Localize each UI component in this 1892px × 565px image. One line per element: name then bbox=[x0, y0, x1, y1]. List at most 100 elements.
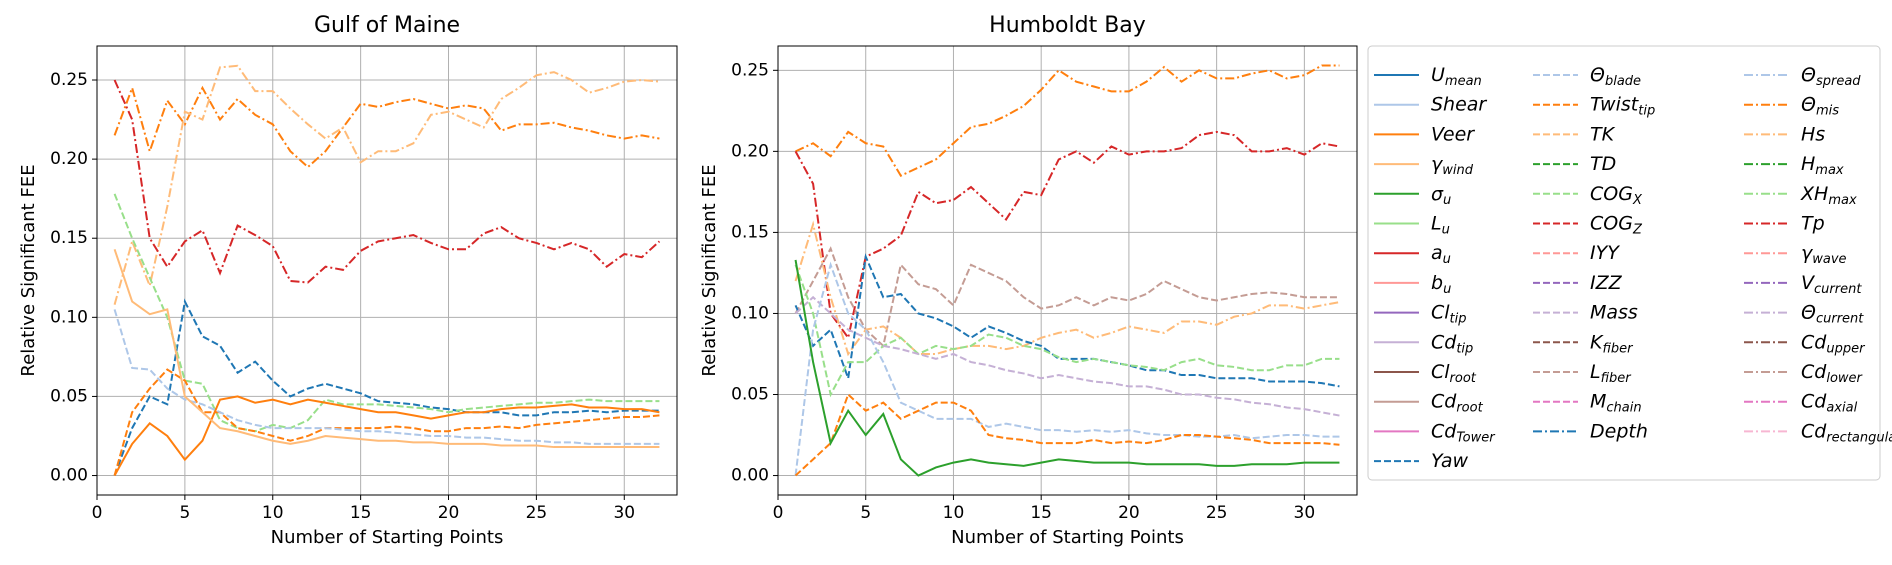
legend-label-main: Θ bbox=[1801, 64, 1816, 86]
x-tick-label: 10 bbox=[943, 503, 965, 523]
legend-label-main: Θ bbox=[1801, 93, 1816, 115]
legend-label: Cdtip bbox=[1431, 331, 1473, 356]
legend-label-main: H bbox=[1801, 153, 1815, 175]
legend-label-main: b bbox=[1431, 271, 1443, 293]
legend-label: XHmax bbox=[1800, 182, 1857, 207]
legend-label-main: Cd bbox=[1431, 331, 1457, 353]
x-axis-label: Number of Starting Points bbox=[951, 527, 1184, 548]
legend-label: Lfiber bbox=[1590, 361, 1632, 386]
legend-label-main: Depth bbox=[1590, 420, 1648, 442]
legend-label: Kfiber bbox=[1590, 331, 1634, 356]
legend-label-main: TD bbox=[1590, 153, 1616, 175]
x-tick-label: 10 bbox=[262, 503, 284, 523]
legend-label: Hs bbox=[1801, 123, 1825, 145]
legend-label-main: L bbox=[1590, 361, 1601, 383]
legend-label: TD bbox=[1590, 153, 1616, 175]
legend-label-sub: upper bbox=[1826, 341, 1866, 356]
chart-title: Gulf of Maine bbox=[314, 13, 460, 38]
legend-label: σu bbox=[1431, 182, 1451, 207]
legend-label-main: IYY bbox=[1590, 242, 1620, 264]
y-tick-label: 0.15 bbox=[731, 222, 769, 242]
series-line bbox=[794, 246, 1340, 348]
legend-label: IZZ bbox=[1590, 271, 1623, 293]
y-tick-label: 0.05 bbox=[50, 386, 88, 406]
legend-label-main: Shear bbox=[1431, 93, 1487, 115]
series-line bbox=[113, 84, 660, 169]
legend-label-sub: current bbox=[1816, 311, 1864, 326]
series-line bbox=[113, 298, 660, 476]
legend-label-main: Cd bbox=[1801, 331, 1827, 353]
y-tick-label: 0.00 bbox=[731, 466, 769, 486]
x-tick-label: 0 bbox=[773, 503, 784, 523]
legend-label-sub: blade bbox=[1605, 74, 1641, 89]
legend-label: Hmax bbox=[1801, 153, 1844, 178]
legend-label-sub: u bbox=[1442, 222, 1450, 237]
legend-label-main: L bbox=[1431, 212, 1442, 234]
legend-label-main: Cl bbox=[1431, 361, 1450, 383]
series-line bbox=[113, 79, 661, 284]
legend-label: γwind bbox=[1431, 153, 1474, 178]
legend-label-main: Yaw bbox=[1431, 450, 1469, 472]
legend-label-sub: chain bbox=[1606, 400, 1641, 415]
legend-label-main: Θ bbox=[1801, 301, 1816, 323]
x-tick-label: 5 bbox=[860, 503, 871, 523]
legend-label: Veer bbox=[1431, 123, 1475, 145]
series-line bbox=[794, 295, 1340, 417]
series-line bbox=[794, 259, 1340, 477]
chart-title: Humboldt Bay bbox=[989, 13, 1146, 38]
legend-label: Θblade bbox=[1590, 64, 1641, 89]
legend-label-sub: X bbox=[1632, 192, 1643, 207]
legend-label-main: a bbox=[1431, 242, 1443, 264]
legend-label: Θmis bbox=[1801, 93, 1839, 118]
legend-label-sub: max bbox=[1828, 192, 1857, 207]
y-tick-label: 0.20 bbox=[50, 149, 88, 169]
legend-label: CdTower bbox=[1431, 420, 1496, 445]
y-axis-label: Relative Significant FEE bbox=[699, 164, 720, 376]
legend-label-sub: fiber bbox=[1601, 371, 1633, 386]
series-line bbox=[795, 64, 1340, 177]
legend-label-sub: mean bbox=[1445, 74, 1482, 89]
legend-label-main: γ bbox=[1431, 153, 1444, 175]
legend-label: Mchain bbox=[1590, 390, 1642, 415]
y-tick-label: 0.15 bbox=[50, 228, 88, 248]
legend-label-sub: Z bbox=[1632, 222, 1643, 237]
legend-label-sub: tip bbox=[1456, 341, 1473, 356]
legend-label-main: Cd bbox=[1431, 390, 1457, 412]
legend-label: COGZ bbox=[1590, 212, 1643, 237]
legend-label-main: Cd bbox=[1801, 361, 1827, 383]
legend-label-main: IZZ bbox=[1590, 271, 1623, 293]
legend-label-main: Cl bbox=[1431, 301, 1450, 323]
y-tick-label: 0.20 bbox=[731, 141, 769, 161]
y-tick-label: 0.25 bbox=[50, 70, 88, 90]
x-tick-label: 25 bbox=[1206, 503, 1228, 523]
legend-label-sub: mis bbox=[1816, 103, 1839, 118]
series-line bbox=[794, 264, 1340, 398]
legend-label: Vcurrent bbox=[1801, 271, 1862, 296]
legend-label: Cdaxial bbox=[1801, 390, 1858, 415]
legend-label-sub: u bbox=[1443, 252, 1451, 267]
legend-label: Cdroot bbox=[1431, 390, 1484, 415]
legend-label-sub: fiber bbox=[1602, 341, 1634, 356]
legend-label-sub: current bbox=[1814, 281, 1862, 296]
y-tick-label: 0.00 bbox=[50, 466, 88, 486]
legend-label-main: COG bbox=[1590, 212, 1633, 234]
legend-label-main: Hs bbox=[1801, 123, 1825, 145]
series-line bbox=[113, 64, 660, 305]
series-line bbox=[794, 253, 1340, 388]
series-line bbox=[794, 220, 1340, 357]
x-tick-label: 20 bbox=[438, 503, 460, 523]
legend-label: Depth bbox=[1590, 420, 1648, 442]
legend-label-main: XH bbox=[1800, 182, 1828, 204]
legend-label-sub: tip bbox=[1450, 311, 1467, 326]
legend-label: TK bbox=[1590, 123, 1616, 145]
legend-label-main: Cd bbox=[1801, 390, 1827, 412]
legend-label: Shear bbox=[1431, 93, 1487, 115]
legend-label-sub: rectangular bbox=[1826, 430, 1892, 445]
legend-label: Θcurrent bbox=[1801, 301, 1864, 326]
series-line bbox=[794, 392, 1340, 477]
series-line bbox=[113, 193, 660, 433]
y-tick-label: 0.10 bbox=[50, 307, 88, 327]
legend-label: Clroot bbox=[1431, 361, 1477, 386]
legend-label-main: COG bbox=[1590, 182, 1633, 204]
